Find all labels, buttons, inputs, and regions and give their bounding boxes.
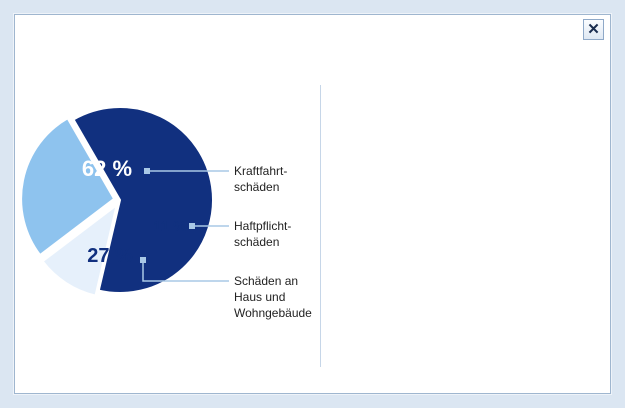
pie-slice-kraftfahrt	[72, 106, 214, 294]
leader-dot-haus	[140, 257, 146, 263]
pct-label-kraftfahrt: 62 %	[82, 156, 132, 181]
slice-label-haus: Schäden an Haus und Wohngebäude	[234, 274, 312, 320]
leader-dot-kraftfahrt	[144, 168, 150, 174]
pie-slice-haftpflicht	[41, 202, 119, 297]
slice-label-kraftfahrt: Kraftfahrt-schäden	[234, 164, 287, 194]
pie-slice-haus	[20, 116, 116, 257]
slice-label-haftpflicht: Haftpflicht-schäden	[234, 219, 291, 249]
close-button[interactable]: ✕	[583, 19, 604, 40]
pct-label-haus: 27 %	[87, 245, 133, 267]
close-icon: ✕	[587, 21, 600, 38]
leader-line-haus	[142, 260, 229, 282]
vertical-divider	[320, 85, 321, 367]
leader-dot-haftpflicht	[189, 223, 195, 229]
pct-label-haftpflicht: 11 %	[153, 218, 186, 235]
dialog-window	[14, 14, 611, 394]
